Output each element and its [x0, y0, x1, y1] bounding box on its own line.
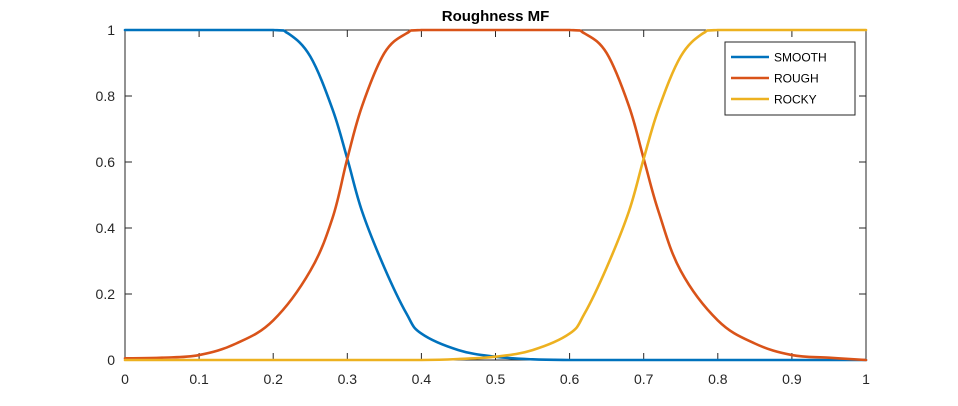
x-tick-label: 0.3 [338, 371, 358, 387]
x-tick-label: 0.5 [486, 371, 506, 387]
series-line-rocky [123, 28, 868, 362]
chart-title: Roughness MF [442, 8, 550, 25]
x-tick-label: 1 [862, 371, 870, 387]
legend-label-smooth: SMOOTH [774, 51, 827, 65]
y-tick-label: 0.8 [96, 88, 116, 104]
x-tick-label: 0.6 [560, 371, 580, 387]
x-tick-label: 0.7 [634, 371, 654, 387]
series-line-smooth [123, 28, 868, 362]
x-tick-label: 0.9 [782, 371, 802, 387]
y-tick-label: 0.6 [96, 154, 116, 170]
series-lines [123, 28, 868, 362]
x-tick-label: 0.2 [263, 371, 283, 387]
y-tick-label: 0 [107, 352, 115, 368]
y-tick-label: 1 [107, 22, 115, 38]
axis-ticks: 0 0.1 0.2 0.3 0.4 0.5 0.6 0.7 0.8 0.9 1 0 0.2 0.4 0.6 0… [96, 22, 871, 387]
legend-label-rocky: ROCKY [774, 93, 817, 107]
legend-label-rough: ROUGH [774, 72, 819, 86]
x-tick-label: 0.1 [189, 371, 209, 387]
x-tick-label: 0 [121, 371, 129, 387]
series-line-rough [123, 28, 868, 362]
y-tick-label: 0.2 [96, 286, 116, 302]
x-tick-label: 0.4 [412, 371, 432, 387]
x-tick-label: 0.8 [708, 371, 728, 387]
y-tick-label: 0.4 [96, 220, 116, 236]
legend: SMOOTH ROUGH ROCKY [724, 41, 856, 116]
